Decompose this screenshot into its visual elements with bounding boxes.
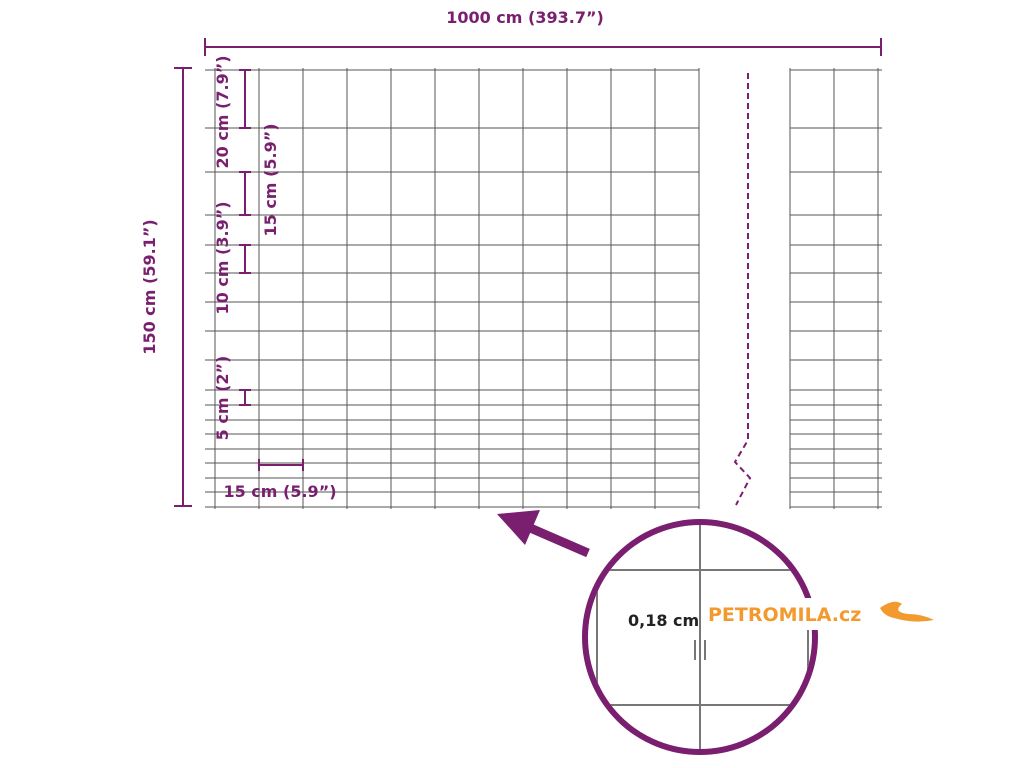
fence-grid (205, 68, 882, 509)
break-line (733, 73, 752, 506)
top-mesh-label: 20 cm (7.9”) (213, 55, 232, 168)
detail-circle (582, 519, 818, 755)
logo: PETROMILA.cz (708, 604, 861, 626)
arrow (526, 522, 590, 558)
upper-mesh-label: 15 cm (5.9”) (261, 123, 280, 236)
logo-bg (702, 598, 870, 630)
height-dimension (174, 67, 192, 507)
width-label: 1000 cm (393.7”) (446, 8, 604, 27)
middle-mesh-label: 10 cm (3.9”) (213, 201, 232, 314)
wire-label: 0,18 cm (628, 611, 699, 630)
bottom-mesh-label: 5 cm (2”) (213, 356, 232, 441)
mesh-width-label: 15 cm (5.9”) (223, 482, 336, 501)
mesh-dimensions (239, 69, 304, 471)
height-label: 150 cm (59.1”) (140, 219, 159, 354)
width-dimension (204, 38, 882, 56)
logo-icon (880, 601, 934, 622)
arrow-head (497, 510, 540, 545)
